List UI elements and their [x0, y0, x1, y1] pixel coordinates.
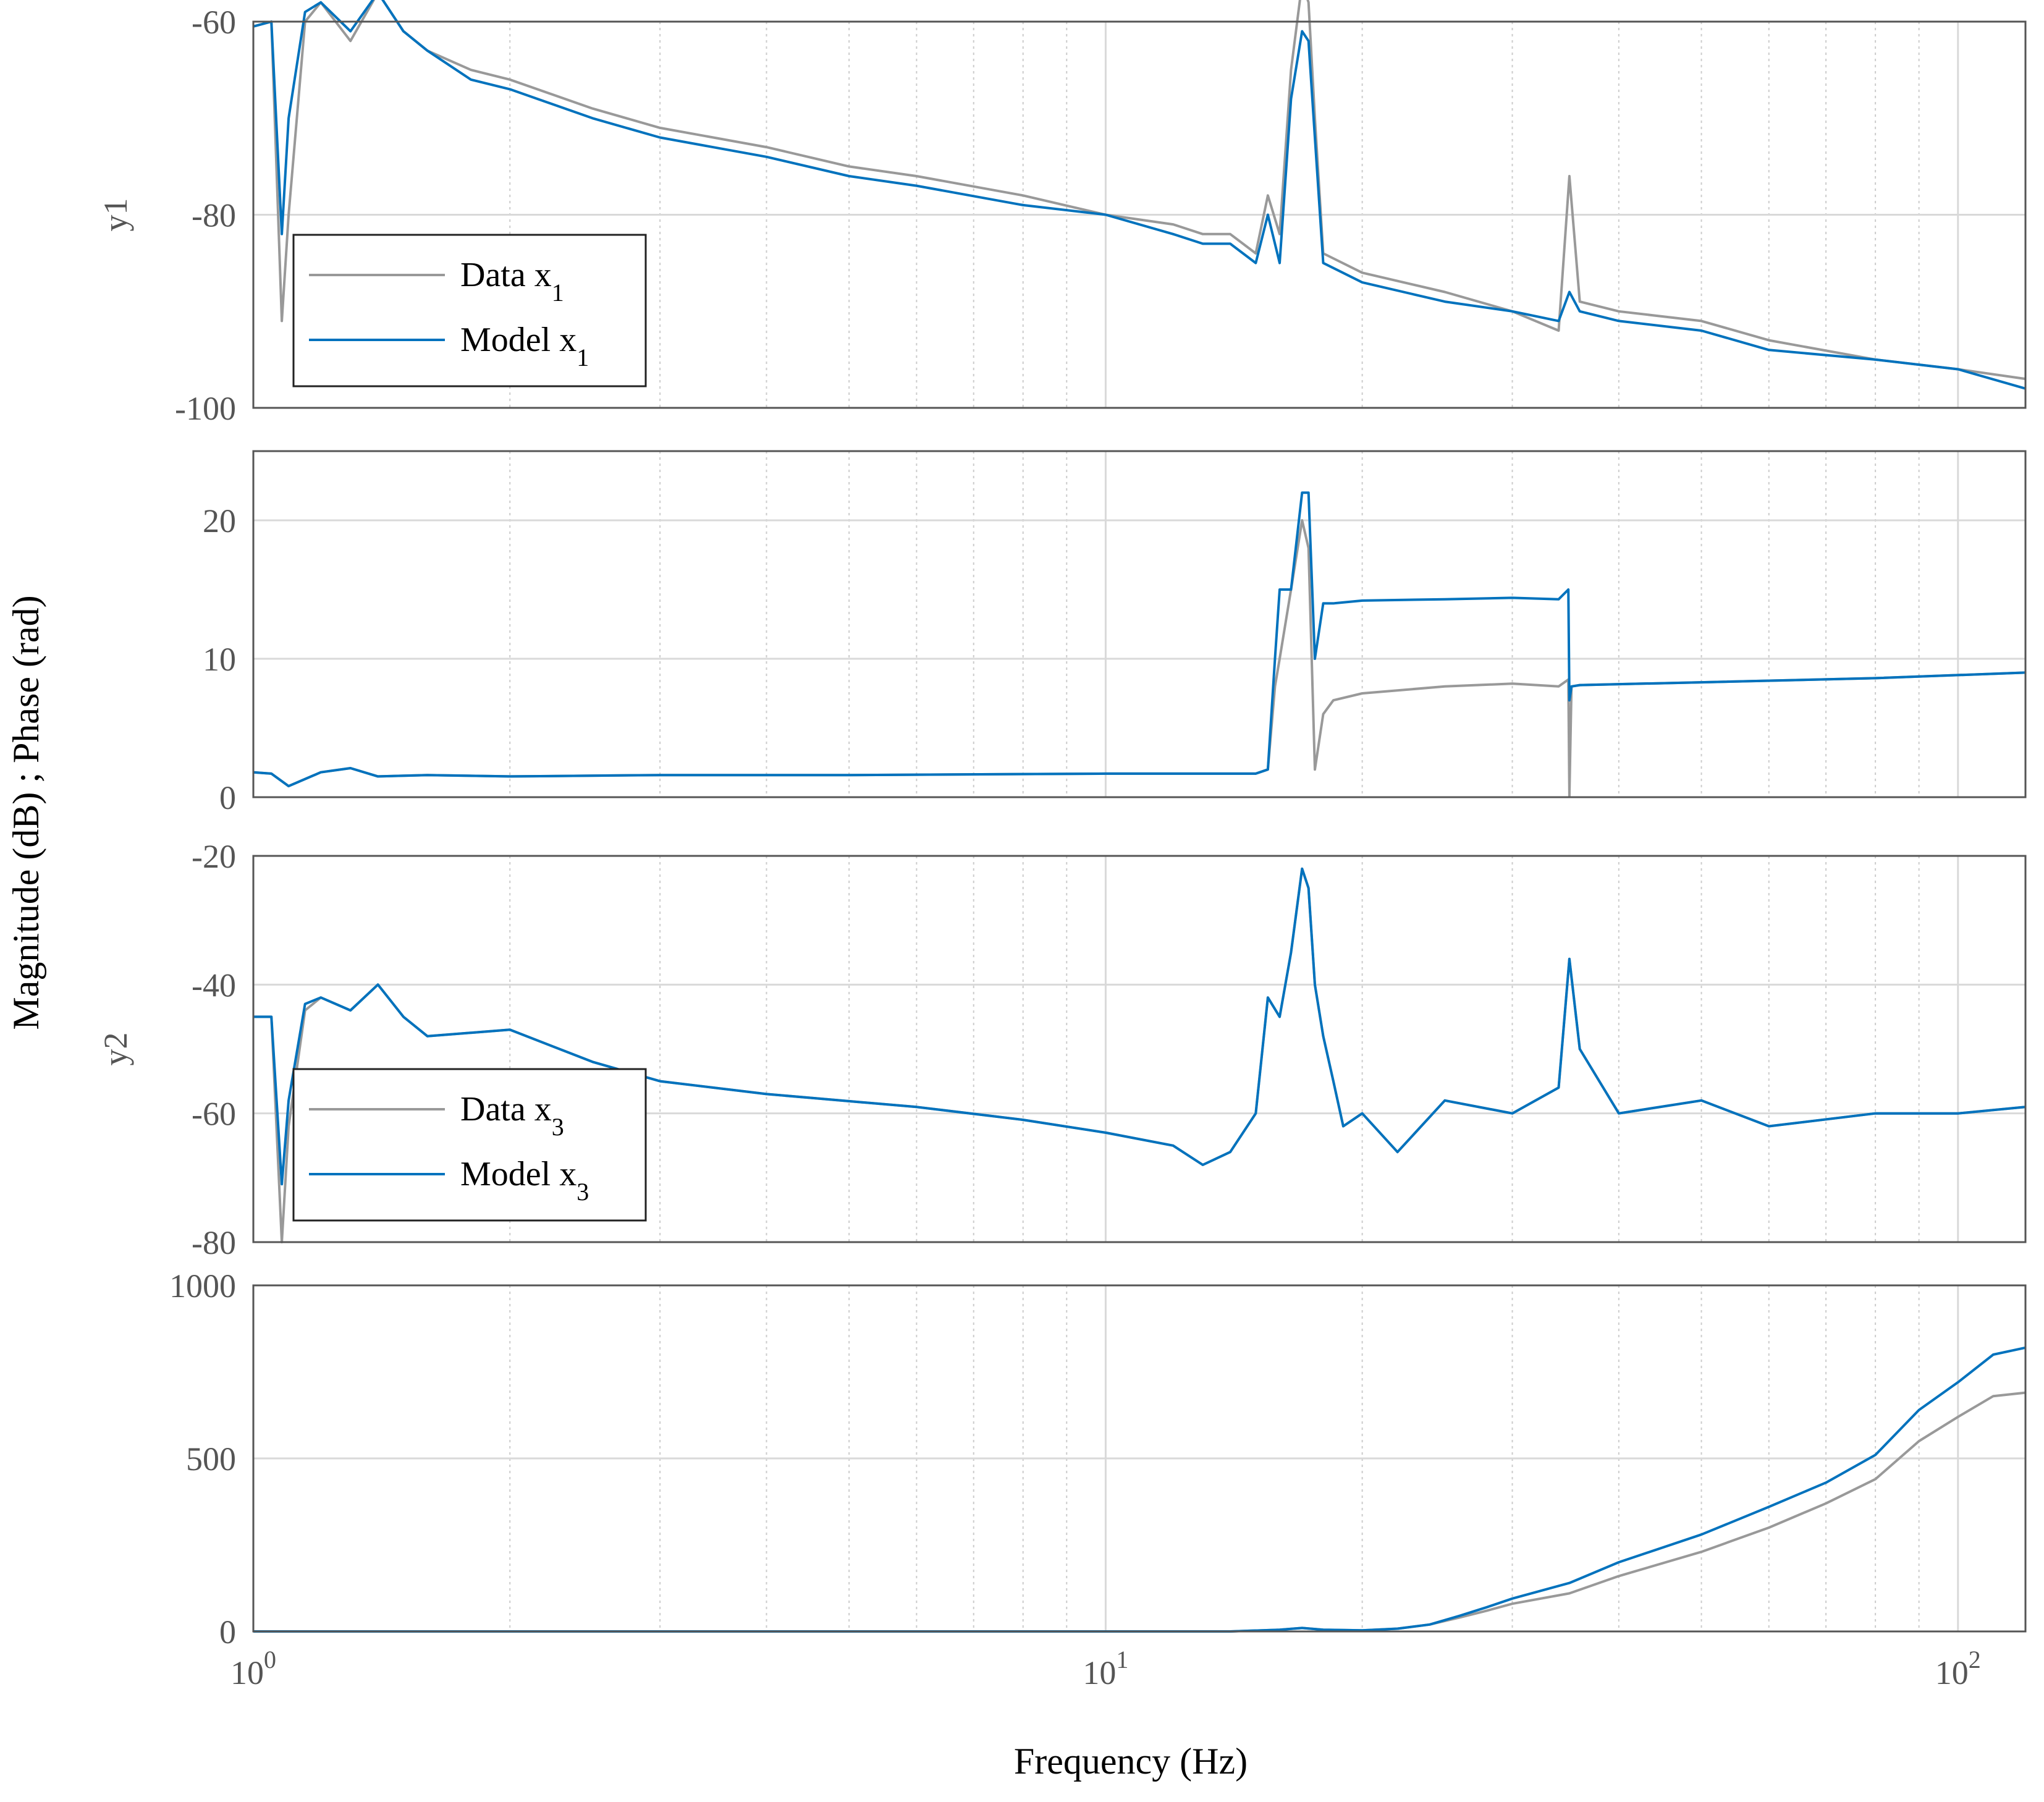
y-tick-label: 0 [219, 779, 236, 816]
series-line-model [253, 867, 2026, 1186]
x-tick-label: 100 [230, 1646, 276, 1691]
panel-1: -60 -80 -100 y1 Data x1 Model x1 [97, 0, 2027, 427]
y-tick-label: 0 [219, 1614, 236, 1651]
y-tick-label: 10 [203, 641, 236, 678]
series-line-model [253, 491, 2026, 788]
series-line-model [253, 1346, 2026, 1633]
y-tick-label: -100 [175, 390, 236, 427]
panel-2: 0 10 20 [203, 450, 2027, 816]
figure-x-label: Frequency (Hz) [1014, 1741, 1248, 1782]
y-tick-label: -60 [192, 1096, 236, 1133]
series-line-model [253, 0, 2026, 390]
axes-frame [252, 855, 2027, 1243]
plot-area [253, 451, 2025, 797]
legend: Data x3 Model x3 [292, 1068, 647, 1222]
y-tick-label: -20 [192, 838, 236, 875]
panel-3: -20 -40 -60 -80 y2 Data x3 Model x3 [97, 838, 2027, 1261]
y-tick-label: 500 [186, 1440, 236, 1478]
axes-frame [252, 20, 2027, 409]
y-tick-label: -80 [192, 1224, 236, 1261]
legend-label: Model x3 [460, 1155, 589, 1206]
legend-label: Model x1 [460, 321, 589, 371]
legend-box [292, 1068, 647, 1222]
y-tick-label: -40 [192, 967, 236, 1004]
y-tick-label: -60 [192, 4, 236, 41]
figure-y-label: Magnitude (dB) ; Phase (rad) [6, 595, 46, 1030]
legend-label: Data x1 [460, 256, 564, 307]
y-tick-label: 1000 [169, 1267, 236, 1305]
legend-label: Data x3 [460, 1090, 564, 1141]
x-grid [252, 856, 1959, 1242]
axes-frame [252, 450, 2027, 798]
legend: Data x1 Model x1 [292, 234, 647, 387]
panel-y-label: y2 [97, 1033, 134, 1066]
x-tick-label: 102 [1935, 1646, 1981, 1691]
y-tick-label: 20 [203, 502, 236, 539]
legend-box [292, 234, 647, 387]
x-tick-label: 101 [1083, 1646, 1128, 1691]
axes-frame [252, 1284, 2027, 1633]
panel-y-label: y1 [97, 198, 134, 232]
panel-4: 0 500 1000 100 101 102 [169, 1267, 2027, 1691]
y-tick-label: -80 [192, 197, 236, 234]
